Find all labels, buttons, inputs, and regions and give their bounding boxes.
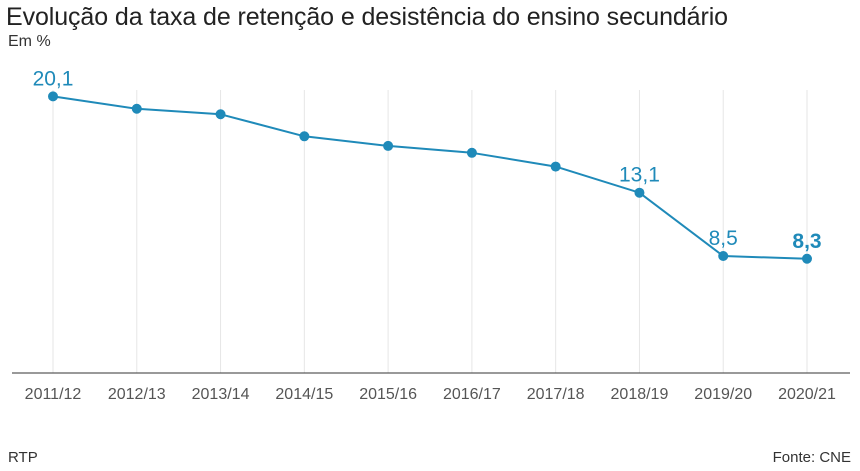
chart-title: Evolução da taxa de retenção e desistênc… — [6, 3, 728, 31]
data-labels: 20,1 13,1 8,5 8,3 — [33, 67, 822, 252]
data-label: 8,5 — [709, 227, 738, 250]
data-points — [48, 91, 812, 264]
data-point — [299, 131, 310, 142]
data-point — [802, 253, 812, 264]
data-point — [634, 187, 645, 198]
data-label: 13,1 — [619, 164, 660, 187]
x-tick-label: 2018/19 — [611, 386, 669, 403]
x-axis-tick-labels: 2011/12 2012/13 2013/14 2014/15 2015/16 2016/… — [25, 386, 836, 403]
data-label: 8,3 — [792, 230, 821, 253]
data-point — [215, 109, 226, 120]
x-tick-label: 2020/21 — [778, 386, 836, 403]
data-label: 20,1 — [33, 67, 74, 90]
data-point — [718, 251, 729, 262]
data-point — [550, 161, 561, 172]
data-point — [466, 147, 477, 158]
x-tick-label: 2011/12 — [25, 386, 82, 403]
grid-lines — [52, 90, 808, 373]
x-tick-label: 2014/15 — [275, 386, 333, 403]
x-tick-label: 2012/13 — [108, 386, 166, 403]
x-tick-label: 2013/14 — [192, 386, 250, 403]
source-label: Fonte: CNE — [772, 449, 851, 466]
credit-label: RTP — [8, 449, 38, 466]
data-point — [131, 103, 142, 114]
x-tick-label: 2017/18 — [527, 386, 585, 403]
x-tick-label: 2015/16 — [359, 386, 417, 403]
series-line — [52, 95, 808, 260]
x-tick-label: 2019/20 — [694, 386, 752, 403]
chart-subtitle: Em % — [8, 33, 51, 50]
x-tick-label: 2016/17 — [443, 386, 501, 403]
data-point — [48, 91, 58, 102]
data-point — [383, 140, 394, 151]
